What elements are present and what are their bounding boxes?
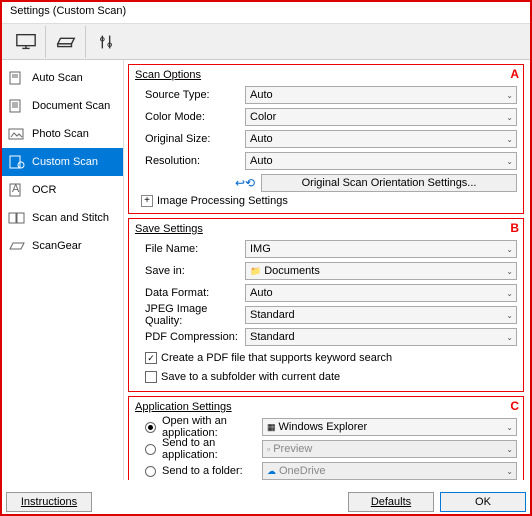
sidebar-item-label: OCR — [32, 184, 56, 196]
sidebar-item-document-scan[interactable]: Document Scan — [2, 92, 123, 120]
label-original-size: Original Size: — [135, 133, 245, 145]
radio-label: Send to an application: — [162, 437, 262, 461]
stitch-icon — [8, 210, 26, 226]
dropdown-original-size[interactable]: Auto⌄ — [245, 130, 517, 148]
label-resolution: Resolution: — [135, 155, 245, 167]
doc-icon — [8, 98, 26, 114]
sidebar-item-scangear[interactable]: ScanGear — [2, 232, 123, 260]
panel-title: Save Settings — [135, 223, 517, 235]
label-data-format: Data Format: — [135, 287, 245, 299]
sidebar-item-label: Photo Scan — [32, 128, 89, 140]
panel-save-settings: B Save Settings File Name:IMG⌄ Save in:D… — [128, 218, 524, 392]
photo-icon — [8, 126, 26, 142]
chevron-down-icon: ⌄ — [506, 445, 513, 454]
panel-application-settings: C Application Settings Open with an appl… — [128, 396, 524, 480]
chevron-down-icon: ⌄ — [506, 91, 513, 100]
rotate-icon[interactable]: ↩⟲ — [235, 176, 255, 190]
checkbox-label: Create a PDF file that supports keyword … — [161, 352, 392, 364]
dropdown-jpeg-quality[interactable]: Standard⌄ — [245, 306, 517, 324]
sidebar-item-label: Document Scan — [32, 100, 110, 112]
radio-open-app[interactable] — [145, 422, 156, 433]
sidebar-item-label: ScanGear — [32, 240, 82, 252]
titlebar: Settings (Custom Scan) — [2, 2, 530, 24]
window-title: Settings (Custom Scan) — [10, 5, 126, 17]
checkbox-label: Save to a subfolder with current date — [161, 371, 340, 383]
radio-label: Open with an application: — [162, 415, 262, 439]
defaults-button[interactable]: Defaults — [348, 492, 434, 512]
chevron-down-icon: ⌄ — [506, 113, 513, 122]
checkbox-subfolder-date[interactable] — [145, 371, 157, 383]
dropdown-send-app[interactable]: Preview⌄ — [262, 440, 517, 458]
label-source-type: Source Type: — [135, 89, 245, 101]
sidebar-item-label: Auto Scan — [32, 72, 83, 84]
dropdown-resolution[interactable]: Auto⌄ — [245, 152, 517, 170]
doc-icon — [8, 70, 26, 86]
sidebar-item-custom-scan[interactable]: Custom Scan — [2, 148, 123, 176]
toolbar — [2, 24, 530, 60]
sidebar: Auto Scan Document Scan Photo Scan Custo… — [2, 60, 124, 480]
label-pdf-compression: PDF Compression: — [135, 331, 245, 343]
panel-badge-a: A — [510, 67, 519, 81]
toolbar-scanner-icon[interactable] — [46, 26, 86, 58]
chevron-down-icon: ⌄ — [506, 245, 513, 254]
toolbar-tools-icon[interactable] — [86, 26, 126, 58]
panel-badge-c: C — [510, 399, 519, 413]
chevron-down-icon: ⌄ — [506, 157, 513, 166]
label-file-name: File Name: — [135, 243, 245, 255]
label-save-in: Save in: — [135, 265, 245, 277]
content-area: A Scan Options Source Type:Auto⌄ Color M… — [124, 60, 530, 480]
ocr-icon: A — [8, 182, 26, 198]
dropdown-source-type[interactable]: Auto⌄ — [245, 86, 517, 104]
panel-scan-options: A Scan Options Source Type:Auto⌄ Color M… — [128, 64, 524, 214]
panel-title: Scan Options — [135, 69, 517, 81]
image-processing-label: Image Processing Settings — [157, 195, 288, 207]
dropdown-file-name[interactable]: IMG⌄ — [245, 240, 517, 258]
checkbox-keyword-search[interactable] — [145, 352, 157, 364]
orientation-settings-button[interactable]: Original Scan Orientation Settings... — [261, 174, 517, 192]
custom-icon — [8, 154, 26, 170]
sidebar-item-ocr[interactable]: A OCR — [2, 176, 123, 204]
label-color-mode: Color Mode: — [135, 111, 245, 123]
dropdown-open-app[interactable]: Windows Explorer⌄ — [262, 418, 517, 436]
sidebar-item-photo-scan[interactable]: Photo Scan — [2, 120, 123, 148]
chevron-down-icon: ⌄ — [506, 267, 513, 276]
radio-send-folder[interactable] — [145, 466, 156, 477]
chevron-down-icon: ⌄ — [506, 289, 513, 298]
label-jpeg-quality: JPEG Image Quality: — [135, 303, 245, 327]
svg-text:A: A — [12, 183, 20, 195]
footer: Instructions Defaults OK — [6, 492, 526, 512]
ok-button[interactable]: OK — [440, 492, 526, 512]
scangear-icon — [8, 238, 26, 254]
panel-title: Application Settings — [135, 401, 517, 413]
dropdown-send-folder[interactable]: OneDrive⌄ — [262, 462, 517, 480]
chevron-down-icon: ⌄ — [506, 423, 513, 432]
panel-badge-b: B — [510, 221, 519, 235]
chevron-down-icon: ⌄ — [506, 467, 513, 476]
settings-window: Settings (Custom Scan) Auto Scan Documen… — [0, 0, 532, 516]
sidebar-item-scan-stitch[interactable]: Scan and Stitch — [2, 204, 123, 232]
radio-label: Send to a folder: — [162, 465, 262, 477]
dropdown-pdf-compression[interactable]: Standard⌄ — [245, 328, 517, 346]
main-area: Auto Scan Document Scan Photo Scan Custo… — [2, 60, 530, 480]
toolbar-monitor-icon[interactable] — [6, 26, 46, 58]
dropdown-data-format[interactable]: Auto⌄ — [245, 284, 517, 302]
sidebar-item-auto-scan[interactable]: Auto Scan — [2, 64, 123, 92]
chevron-down-icon: ⌄ — [506, 333, 513, 342]
chevron-down-icon: ⌄ — [506, 311, 513, 320]
radio-send-app[interactable] — [145, 444, 156, 455]
sidebar-item-label: Scan and Stitch — [32, 212, 109, 224]
instructions-button[interactable]: Instructions — [6, 492, 92, 512]
expand-icon[interactable]: + — [141, 195, 153, 207]
chevron-down-icon: ⌄ — [506, 135, 513, 144]
sidebar-item-label: Custom Scan — [32, 156, 98, 168]
dropdown-color-mode[interactable]: Color⌄ — [245, 108, 517, 126]
dropdown-save-in[interactable]: Documents⌄ — [245, 262, 517, 280]
